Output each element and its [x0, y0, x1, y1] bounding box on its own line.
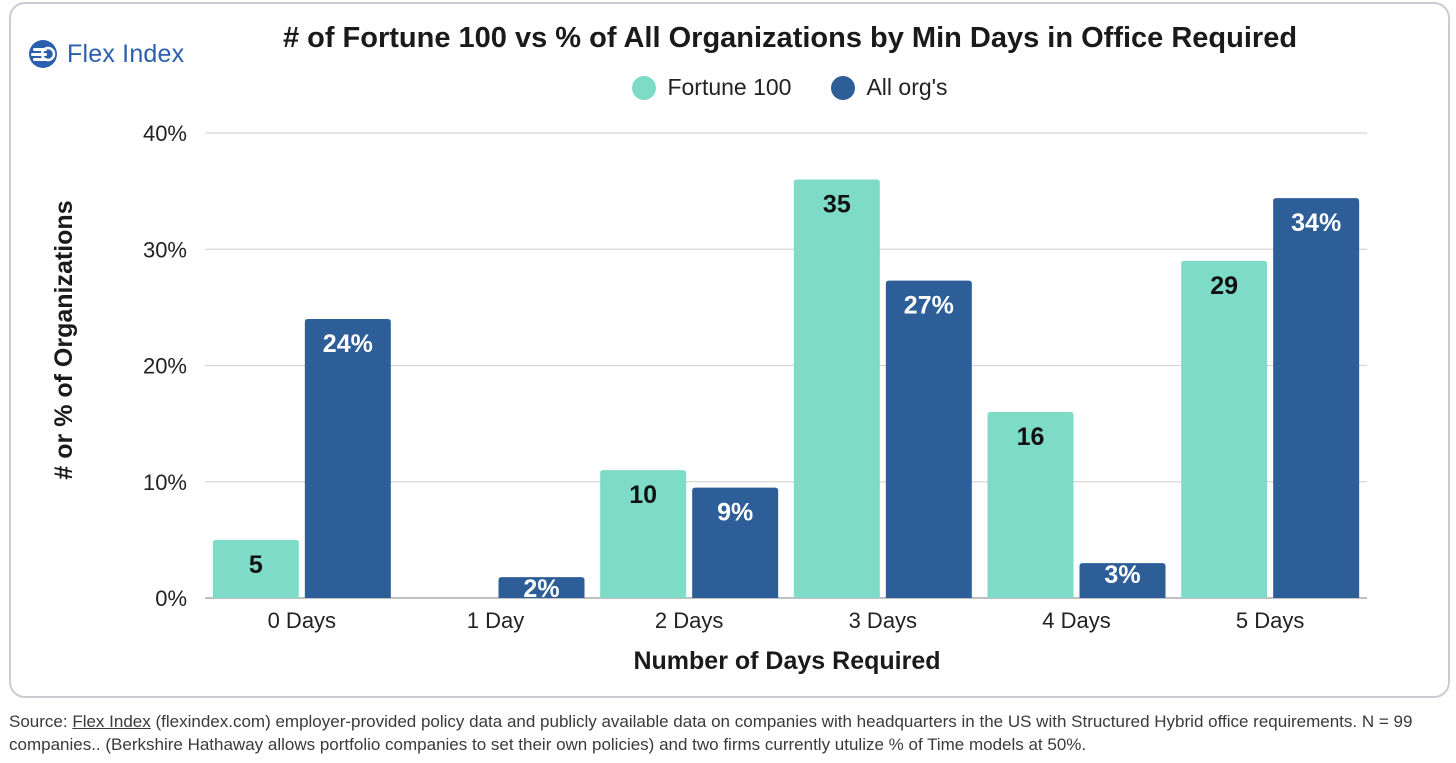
bar-fortune-100 [600, 470, 687, 598]
data-label: 3% [1104, 561, 1140, 589]
legend-swatch-fortune-100 [632, 75, 657, 100]
y-tick-label: 20% [143, 354, 187, 379]
x-tick-label: 5 Days [1236, 608, 1304, 633]
x-axis-title: Number of Days Required [633, 647, 940, 675]
x-tick-label: 4 Days [1042, 608, 1110, 633]
data-label: 35 [823, 191, 851, 219]
bar-all-orgs [498, 577, 585, 598]
logo-text: Flex Index [67, 39, 185, 68]
legend-label-fortune-100: Fortune 100 [667, 74, 792, 100]
chart-legend: Fortune 100 All org's [0, 74, 1456, 101]
source-link[interactable]: Flex Index [72, 712, 151, 731]
legend-item-fortune-100: Fortune 100 [632, 74, 791, 101]
bar-all-orgs [885, 280, 972, 598]
logo-icon [29, 40, 57, 68]
data-label: 10 [629, 481, 657, 509]
bar-fortune-100 [793, 179, 880, 598]
bar-all-orgs [1273, 198, 1360, 598]
x-tick-label: 1 Day [467, 608, 524, 633]
bar-chart: 0% 10% 20% 30% 40% 0 Days 5 24% 1 Day 2% 2 Days 10 9… [50, 121, 1367, 675]
bar-fortune-100 [987, 412, 1074, 598]
data-label: 2% [523, 575, 559, 603]
x-tick-label: 3 Days [849, 608, 917, 633]
x-tick-label: 2 Days [655, 608, 723, 633]
chart-title: # of Fortune 100 vs % of All Organizatio… [282, 22, 1298, 54]
bar-fortune-100 [1181, 260, 1268, 598]
y-tick-label: 0% [155, 586, 187, 611]
bar-all-orgs [692, 487, 779, 598]
flex-index-logo: Flex Index [27, 38, 184, 70]
data-label: 29 [1210, 272, 1238, 300]
bar-fortune-100 [212, 539, 299, 598]
source-body: (flexindex.com) employer-provided policy… [9, 712, 1413, 754]
data-label: 27% [904, 292, 954, 320]
y-tick-label: 40% [143, 121, 187, 146]
data-label: 24% [323, 330, 373, 358]
data-label: 34% [1291, 209, 1341, 237]
legend-label-all-orgs: All org's [866, 74, 948, 100]
y-axis-title: # or % of Organizations [50, 200, 78, 479]
y-tick-label: 30% [143, 237, 187, 262]
y-tick-label: 10% [143, 470, 187, 495]
data-label: 16 [1017, 423, 1045, 451]
bar-all-orgs [1079, 563, 1166, 598]
data-label: 5 [249, 551, 263, 579]
legend-item-all-orgs: All org's [831, 74, 948, 101]
bar-all-orgs [304, 319, 391, 598]
source-note: Source: Flex Index (flexindex.com) emplo… [9, 710, 1449, 756]
source-prefix: Source: [9, 712, 73, 731]
x-tick-label: 0 Days [268, 608, 336, 633]
data-label: 9% [717, 499, 753, 527]
legend-swatch-all-orgs [831, 75, 856, 100]
